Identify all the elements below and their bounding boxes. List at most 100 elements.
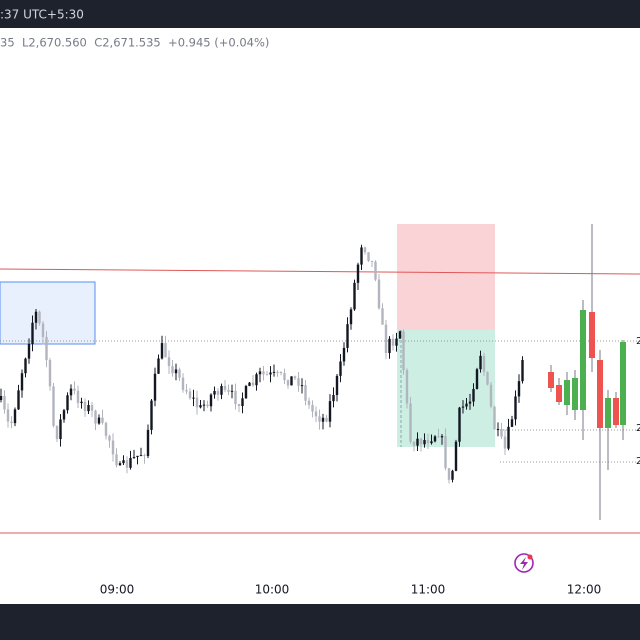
candle-body bbox=[318, 416, 321, 422]
candle-body bbox=[185, 389, 188, 392]
candle-body bbox=[426, 440, 430, 444]
candle-body bbox=[241, 398, 244, 407]
candle-body bbox=[325, 417, 328, 422]
candle-body bbox=[548, 372, 554, 388]
candle-body bbox=[227, 389, 230, 392]
candle-body bbox=[293, 376, 297, 379]
candle-body bbox=[381, 308, 384, 325]
candle-body bbox=[111, 440, 115, 455]
candle-body bbox=[572, 378, 578, 410]
candle-body bbox=[216, 390, 220, 395]
candle-body bbox=[195, 397, 199, 408]
candle-body bbox=[90, 405, 94, 411]
candle-body bbox=[38, 311, 41, 324]
candle-body bbox=[297, 378, 300, 386]
candle-body bbox=[290, 376, 293, 386]
candle-body bbox=[244, 386, 248, 399]
stop-zone[interactable] bbox=[397, 224, 495, 330]
price-label: 2 bbox=[636, 336, 640, 347]
candle-body bbox=[402, 331, 405, 371]
candle-body bbox=[17, 390, 20, 410]
candle-body bbox=[346, 324, 349, 348]
candle-body bbox=[496, 429, 500, 431]
bottom-bar bbox=[0, 604, 640, 640]
candle-body bbox=[122, 460, 125, 464]
candle-body bbox=[62, 410, 66, 420]
alert-dot bbox=[527, 554, 533, 560]
candle-body bbox=[465, 403, 468, 407]
candle-body bbox=[153, 373, 157, 401]
candle-body bbox=[620, 342, 626, 425]
rectangle-drawing[interactable] bbox=[0, 281, 96, 345]
candle-body bbox=[20, 373, 24, 391]
candle-body bbox=[48, 360, 52, 387]
candle-body bbox=[13, 409, 17, 424]
candle-body bbox=[360, 247, 363, 265]
candle-body bbox=[202, 404, 206, 406]
candle-body bbox=[34, 311, 38, 323]
candle-body bbox=[444, 436, 447, 469]
candle-body bbox=[342, 347, 346, 362]
candle-body bbox=[97, 417, 101, 424]
candle-body bbox=[55, 425, 59, 440]
candle-body bbox=[510, 419, 514, 427]
candle-body bbox=[108, 435, 111, 441]
candle-body bbox=[66, 395, 69, 411]
candle-body bbox=[87, 405, 90, 412]
candle-body bbox=[500, 429, 503, 437]
candle-body bbox=[129, 457, 132, 468]
trend-line[interactable] bbox=[0, 268, 640, 275]
candle-body bbox=[384, 324, 388, 354]
candle-body bbox=[597, 360, 603, 428]
candle-body bbox=[374, 261, 377, 280]
candle-body bbox=[286, 380, 290, 386]
time-label: 09:00 bbox=[100, 583, 135, 597]
alert-icon[interactable] bbox=[514, 553, 534, 573]
candle-body bbox=[412, 441, 416, 446]
candles bbox=[0, 224, 626, 520]
candle-body bbox=[45, 336, 48, 361]
candle-body bbox=[353, 282, 356, 310]
candle-body bbox=[69, 388, 73, 396]
candle-body bbox=[73, 388, 76, 391]
candle-body bbox=[472, 388, 475, 402]
candle-body bbox=[328, 401, 332, 422]
candle-body bbox=[143, 455, 146, 457]
candle-body bbox=[220, 385, 223, 395]
candle-body bbox=[521, 359, 524, 382]
candle-body bbox=[580, 310, 586, 410]
candle-body bbox=[482, 355, 486, 372]
candle-body bbox=[409, 403, 412, 442]
candle-body bbox=[339, 361, 342, 376]
ohlc-legend: 35 L2,670.560 C2,671.535 +0.945 (+0.04%) bbox=[0, 36, 269, 50]
candle-body bbox=[440, 436, 444, 438]
candle-body bbox=[363, 247, 367, 253]
candle-body bbox=[125, 460, 129, 468]
candle-body bbox=[157, 358, 160, 374]
candle-body bbox=[370, 260, 374, 262]
candle-body bbox=[178, 369, 181, 378]
candle-body bbox=[237, 404, 241, 407]
candle-body bbox=[230, 390, 234, 392]
candle-body bbox=[258, 371, 262, 375]
candle-body bbox=[209, 394, 213, 407]
candle-body bbox=[349, 309, 353, 325]
candle-body bbox=[454, 441, 458, 471]
candle-body bbox=[283, 373, 286, 381]
target-zone[interactable] bbox=[397, 330, 495, 447]
candle-body bbox=[388, 338, 391, 354]
candle-body bbox=[6, 409, 10, 422]
candle-body bbox=[272, 371, 276, 373]
candle-body bbox=[398, 331, 402, 339]
candle-body bbox=[556, 385, 562, 402]
candle-body bbox=[479, 355, 482, 370]
candle-body bbox=[234, 390, 237, 405]
candle-body bbox=[304, 385, 307, 401]
candle-body bbox=[335, 375, 339, 395]
candle-body bbox=[423, 440, 426, 445]
candle-body bbox=[213, 390, 216, 395]
candle-body bbox=[405, 370, 409, 404]
candle-body bbox=[10, 421, 13, 424]
candle-body bbox=[174, 369, 178, 374]
candle-body bbox=[468, 401, 472, 404]
